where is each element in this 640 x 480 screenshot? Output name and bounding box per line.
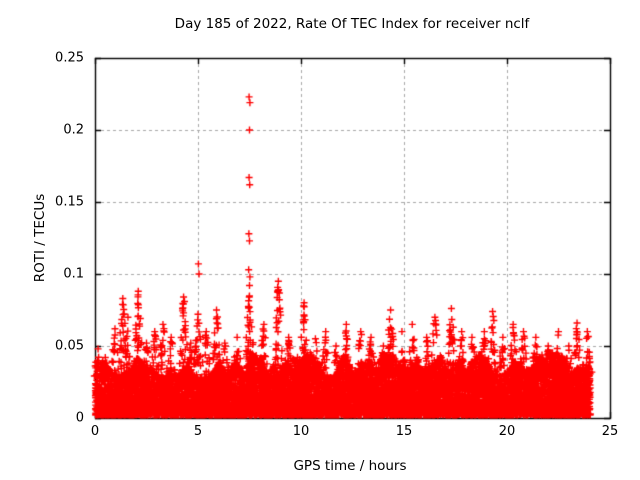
x-tick-label: 0	[90, 424, 100, 439]
y-tick-label: 0.25	[55, 50, 84, 66]
y-tick-label: 0.05	[55, 338, 84, 354]
y-tick-label: 0.2	[63, 122, 84, 138]
x-tick-label: 25	[601, 424, 619, 439]
y-axis-label: ROTI / TECUs	[32, 193, 48, 283]
chart-title: Day 185 of 2022, Rate Of TEC Index for r…	[174, 16, 530, 32]
x-tick-label: 5	[193, 424, 203, 439]
x-tick-label: 15	[395, 424, 413, 439]
x-tick-label: 10	[292, 424, 310, 439]
y-tick-label: 0.15	[55, 194, 84, 210]
x-axis-label: GPS time / hours	[293, 458, 407, 474]
y-tick-label: 0	[75, 410, 84, 426]
y-tick-label: 0.1	[63, 266, 84, 282]
x-tick-label: 20	[498, 424, 516, 439]
